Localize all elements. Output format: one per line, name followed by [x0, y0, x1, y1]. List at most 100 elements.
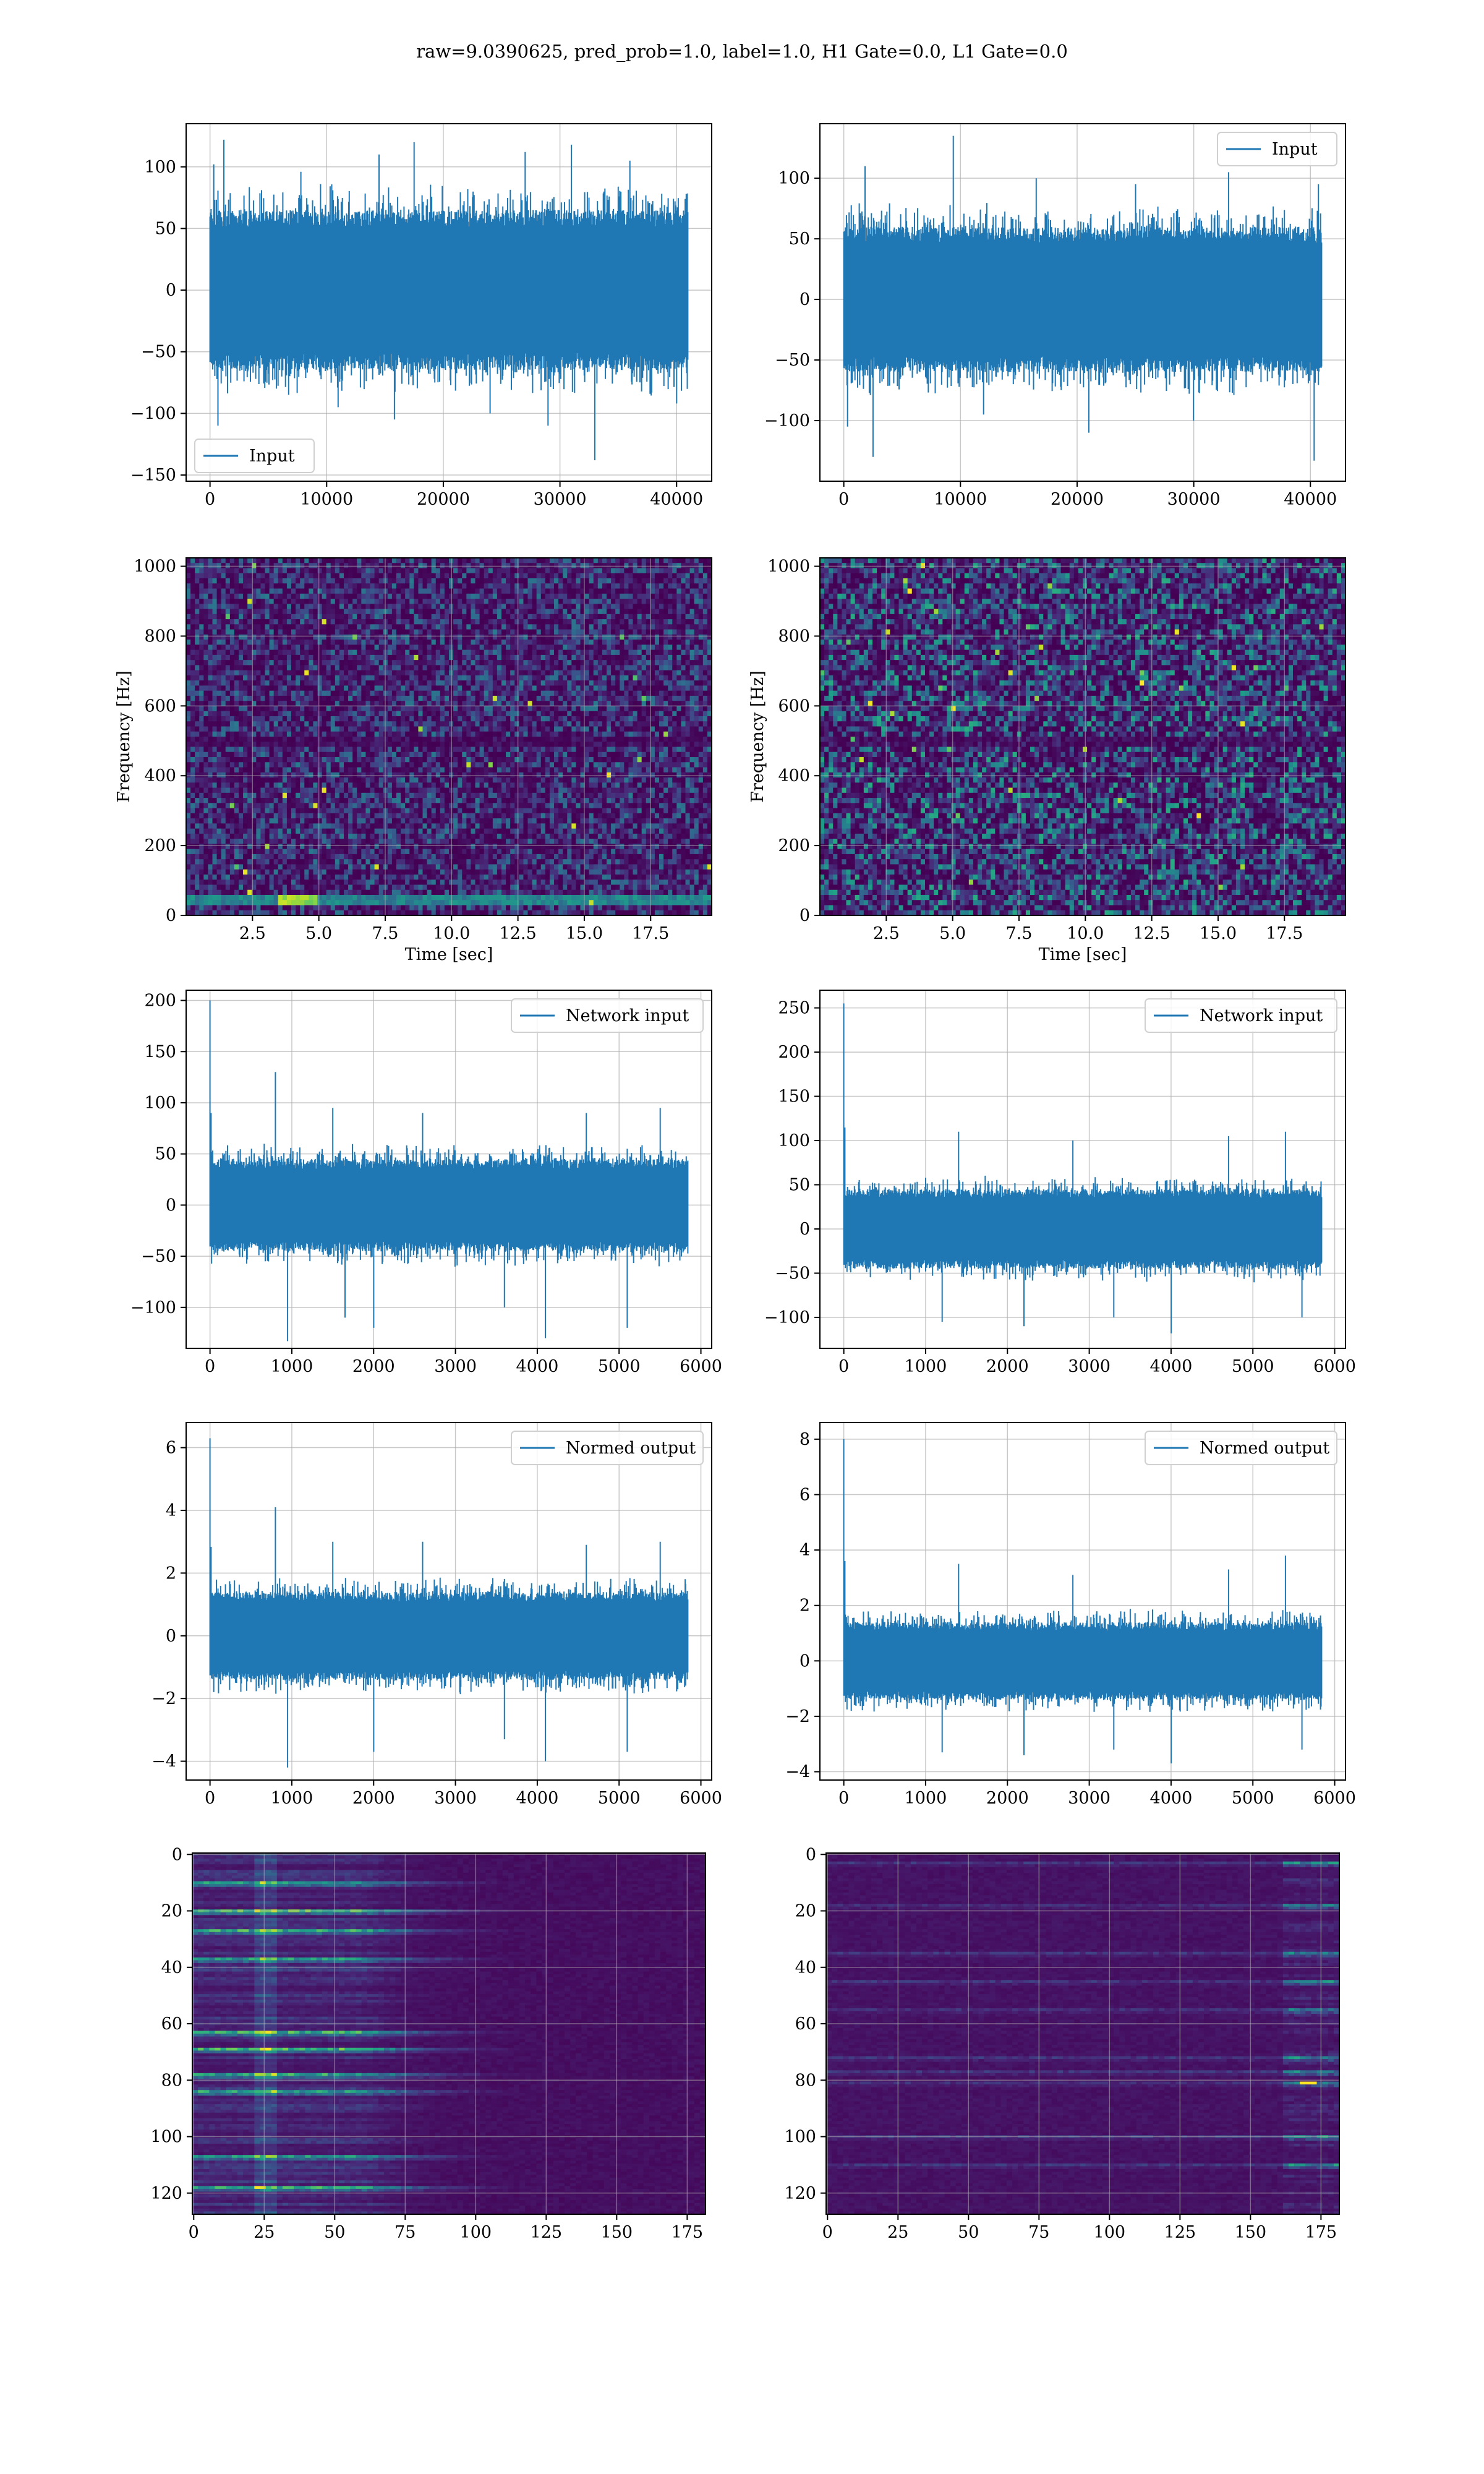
legend-label: Input: [1272, 140, 1318, 159]
heatmap-cell: [278, 599, 283, 604]
heatmap-cell: [563, 731, 568, 737]
heatmap-cell: [707, 680, 712, 687]
heatmap-cell: [260, 634, 266, 640]
heatmap-cell: [374, 573, 380, 579]
heatmap-cell: [348, 737, 353, 742]
heatmap-cell: [265, 644, 270, 651]
heatmap-cell: [681, 747, 686, 753]
heatmap-cell: [567, 660, 572, 666]
heatmap-cell: [593, 731, 599, 737]
heatmap-cell: [387, 747, 393, 753]
heatmap-cell: [361, 690, 367, 696]
heatmap-cell: [212, 619, 218, 625]
heatmap-cell: [462, 747, 467, 753]
heatmap-cell: [269, 721, 275, 727]
heatmap-cell: [615, 680, 620, 687]
heatmap-cell: [304, 680, 309, 687]
heatmap-cell: [584, 568, 590, 574]
heatmap-cell: [409, 716, 414, 722]
heatmap-cell: [208, 568, 213, 574]
heatmap-cell: [497, 751, 502, 758]
heatmap-cell: [427, 695, 432, 701]
heatmap-cell: [580, 742, 586, 748]
heatmap-cell: [462, 609, 467, 615]
heatmap-cell: [243, 614, 248, 620]
heatmap-cell: [549, 583, 555, 589]
heatmap-cell: [322, 721, 327, 727]
heatmap-cell: [536, 680, 542, 687]
heatmap-cell: [563, 670, 568, 676]
heatmap-cell: [607, 588, 612, 594]
heatmap-cell: [597, 726, 603, 732]
heatmap-cell: [422, 716, 428, 722]
heatmap-cell: [300, 609, 305, 615]
heatmap-cell: [309, 649, 314, 656]
y-tick-label: 100: [778, 169, 810, 188]
heatmap-cell: [186, 583, 191, 589]
heatmap-cell: [239, 649, 244, 656]
heatmap-cell: [466, 690, 472, 696]
series-line-group: [843, 135, 1323, 461]
heatmap-cell: [554, 731, 559, 737]
heatmap-cell: [549, 716, 555, 722]
heatmap-cell: [607, 634, 612, 640]
heatmap-cell: [339, 737, 344, 742]
heatmap-cell: [646, 588, 651, 594]
heatmap-cell: [602, 660, 607, 666]
heatmap-cell: [352, 675, 357, 681]
heatmap-cell: [269, 558, 275, 563]
heatmap-cell: [239, 578, 244, 584]
heatmap-cell: [330, 604, 336, 610]
heatmap-cell: [344, 583, 349, 589]
heatmap-cell: [654, 721, 660, 727]
heatmap-cell: [405, 593, 410, 599]
heatmap-cell: [637, 593, 642, 599]
heatmap-cell: [322, 660, 327, 666]
heatmap-cell: [624, 599, 629, 604]
heatmap-cell: [471, 751, 476, 758]
heatmap-cell: [418, 670, 424, 676]
heatmap-cell: [523, 737, 529, 742]
heatmap-cell: [685, 578, 691, 584]
heatmap-cell: [291, 599, 296, 604]
heatmap-cell: [317, 690, 323, 696]
heatmap-cell: [607, 680, 612, 687]
heatmap-cell: [414, 742, 419, 748]
heatmap-cell: [519, 685, 524, 691]
heatmap-cell: [672, 665, 677, 671]
heatmap-cell: [414, 680, 419, 687]
heatmap-cell: [239, 563, 244, 569]
heatmap-cell: [646, 737, 651, 742]
heatmap-cell: [602, 701, 607, 707]
heatmap-cell: [243, 644, 248, 651]
heatmap-cell: [278, 634, 283, 640]
heatmap-cell: [239, 609, 244, 615]
heatmap-cell: [199, 578, 204, 584]
heatmap-cell: [269, 614, 275, 620]
heatmap-cell: [234, 731, 239, 737]
heatmap-cell: [396, 558, 401, 563]
heatmap-cell: [239, 558, 244, 563]
heatmap-cell: [265, 588, 270, 594]
heatmap-cell: [646, 742, 651, 748]
heatmap-cell: [681, 695, 686, 701]
heatmap-cell: [313, 757, 318, 763]
heatmap-cell: [510, 614, 515, 620]
heatmap-cell: [492, 568, 498, 574]
heatmap-cell: [221, 578, 226, 584]
heatmap-cell: [278, 762, 283, 768]
heatmap-cell: [199, 685, 204, 691]
heatmap-cell: [484, 742, 489, 748]
heatmap-cell: [466, 711, 472, 717]
heatmap-cell: [309, 716, 314, 722]
heatmap-cell: [536, 583, 542, 589]
heatmap-cell: [681, 634, 686, 640]
heatmap-cell: [391, 593, 397, 599]
heatmap-cell: [681, 609, 686, 615]
heatmap-cell: [440, 588, 445, 594]
heatmap-cell: [615, 593, 620, 599]
heatmap-cell: [637, 675, 642, 681]
heatmap-cell: [633, 654, 638, 661]
heatmap-cell: [624, 568, 629, 574]
heatmap-cell: [401, 614, 406, 620]
